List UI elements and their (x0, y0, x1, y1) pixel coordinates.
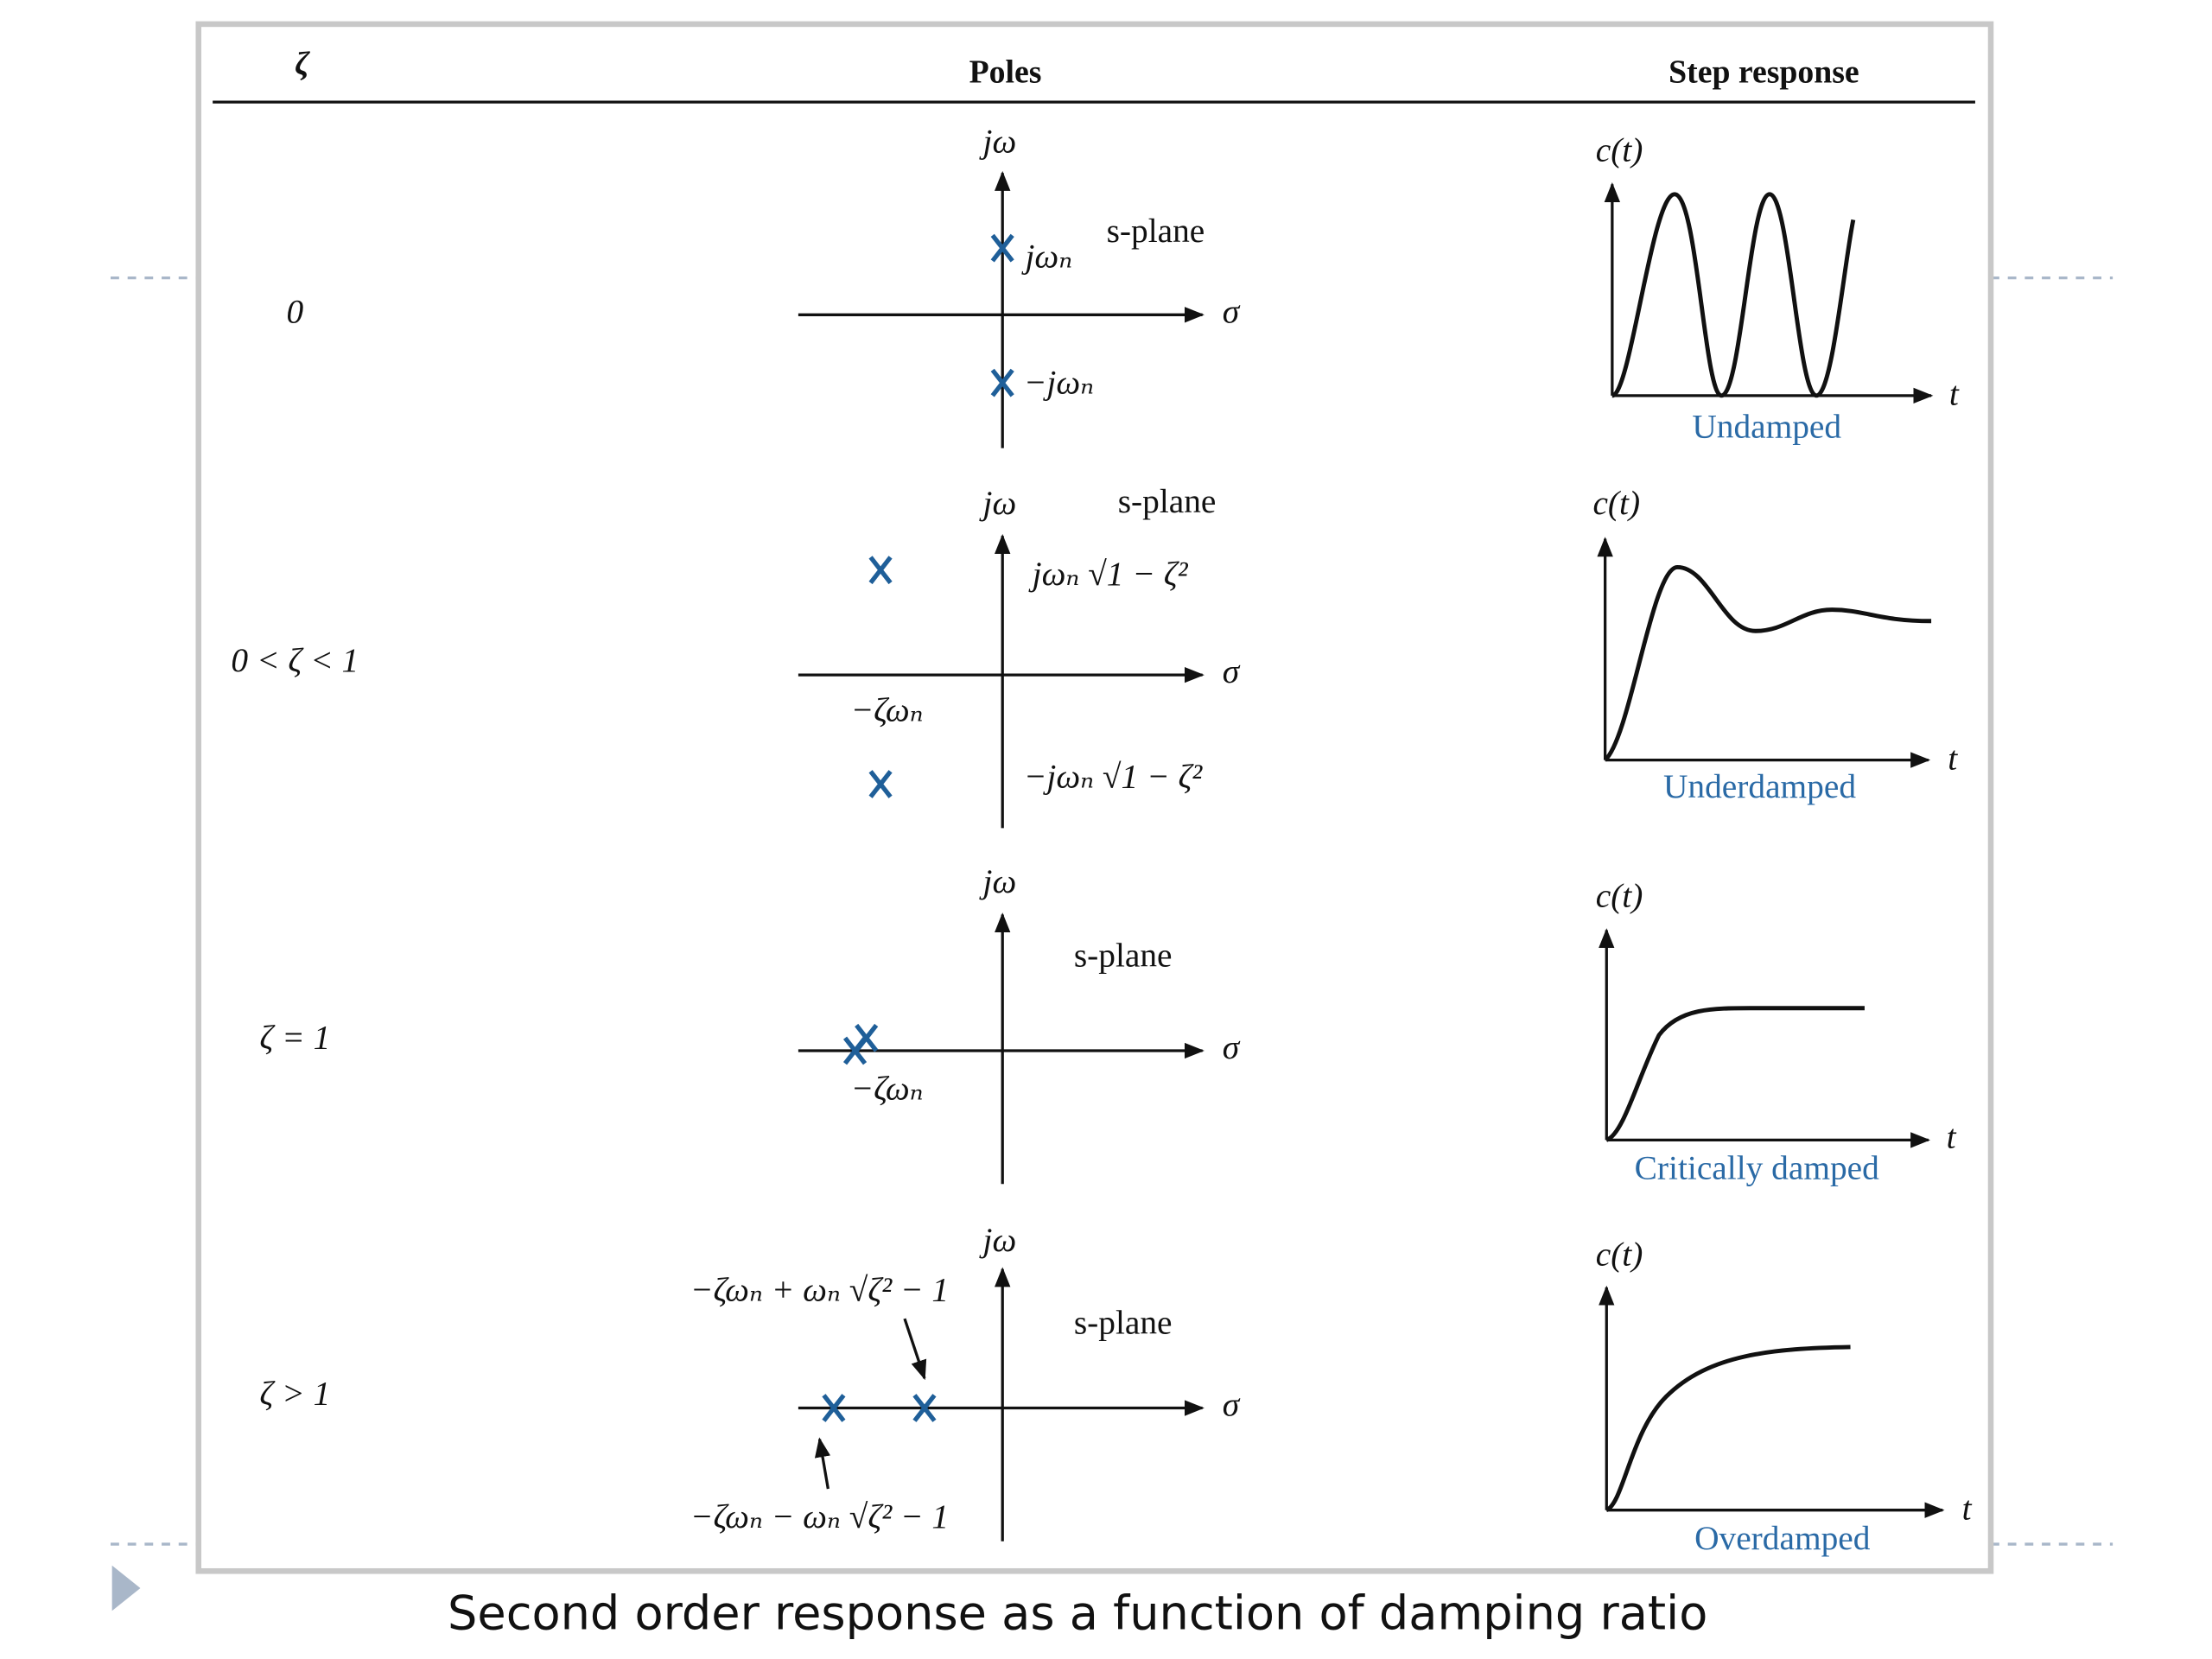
axis-label: jω (979, 484, 1017, 522)
pole-label: −jωₙ √1 − ζ² (1024, 758, 1204, 796)
axis-label: jω (979, 1221, 1017, 1259)
column-header: Poles (969, 54, 1042, 91)
axis-label: t (1962, 1489, 1973, 1527)
axis-label: c(t) (1596, 876, 1643, 914)
zeta-value: 0 < ζ < 1 (231, 641, 359, 679)
axis-label: jω (979, 862, 1017, 900)
bullet (111, 1565, 141, 1611)
column-header: ζ (295, 46, 310, 82)
axis-label: σ (1223, 292, 1241, 330)
axis-label: σ (1223, 652, 1241, 690)
response-name: Underdamped (1663, 767, 1856, 805)
plane-label: s-plane (1074, 936, 1173, 974)
axis-label: t (1949, 375, 1960, 413)
axis-label: c(t) (1592, 484, 1640, 522)
response-curve (1605, 1344, 1851, 1512)
plane-label: s-plane (1074, 1303, 1173, 1341)
zeta-value: ζ = 1 (259, 1019, 330, 1057)
pole-marker (868, 556, 893, 585)
pole-label: −jωₙ (1024, 363, 1094, 401)
plane-label: s-plane (1107, 212, 1205, 250)
pole-marker (912, 1394, 937, 1422)
pole-label: jωₙ (1020, 237, 1072, 275)
pole-marker (990, 368, 1014, 397)
axis-label: σ (1223, 1386, 1241, 1424)
pole-label: −ζωₙ − ωₙ √ζ² − 1 (690, 1497, 949, 1535)
axis-label: σ (1223, 1028, 1241, 1066)
axis-label: c(t) (1596, 130, 1643, 168)
response-name: Undamped (1692, 407, 1841, 445)
axis-label: t (1947, 1117, 1957, 1155)
plane-label: s-plane (1118, 482, 1217, 520)
response-curve (1611, 192, 1856, 398)
pole-label: −ζωₙ (851, 690, 924, 728)
pointer-arrow (814, 1437, 831, 1490)
pole-marker (868, 770, 893, 798)
column-header: Step response (1669, 54, 1859, 91)
pole-label: jωₙ √1 − ζ² (1028, 555, 1189, 593)
pole-marker (855, 1023, 879, 1052)
pole-marker (822, 1394, 846, 1422)
axis-label: t (1948, 739, 1958, 777)
figure-frame (195, 21, 1994, 1574)
zeta-value: 0 (286, 292, 303, 330)
response-name: Critically damped (1635, 1149, 1880, 1187)
response-curve (1603, 564, 1932, 762)
pole-label: −ζωₙ (851, 1070, 924, 1108)
response-curve (1605, 1006, 1865, 1142)
zeta-value: ζ > 1 (259, 1374, 330, 1412)
pole-marker (990, 233, 1014, 263)
pole-label: −ζωₙ + ωₙ √ζ² − 1 (690, 1271, 949, 1309)
response-name: Overdamped (1694, 1519, 1871, 1557)
axis-label: c(t) (1596, 1236, 1643, 1274)
axis-label: jω (979, 122, 1017, 160)
caption: Second order response as a function of d… (448, 1586, 1707, 1640)
pointer-arrow (903, 1318, 927, 1381)
